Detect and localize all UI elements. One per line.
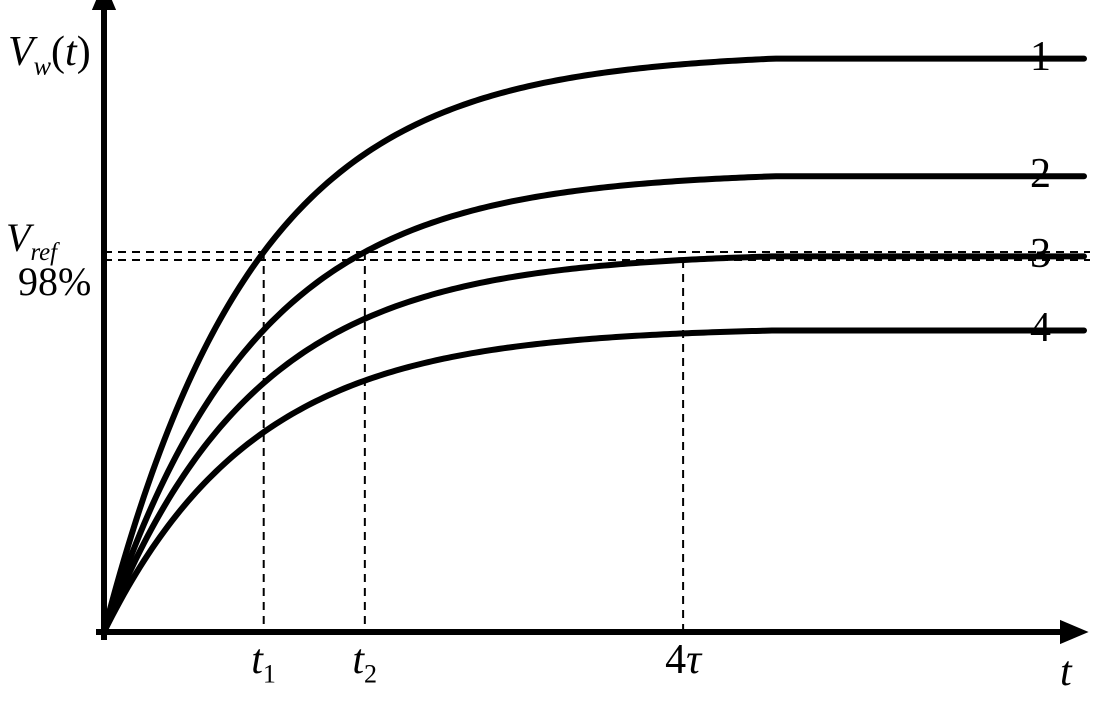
chart-svg: [0, 0, 1102, 711]
chart-container: { "canvas": { "width": 1102, "height": 7…: [0, 0, 1102, 711]
